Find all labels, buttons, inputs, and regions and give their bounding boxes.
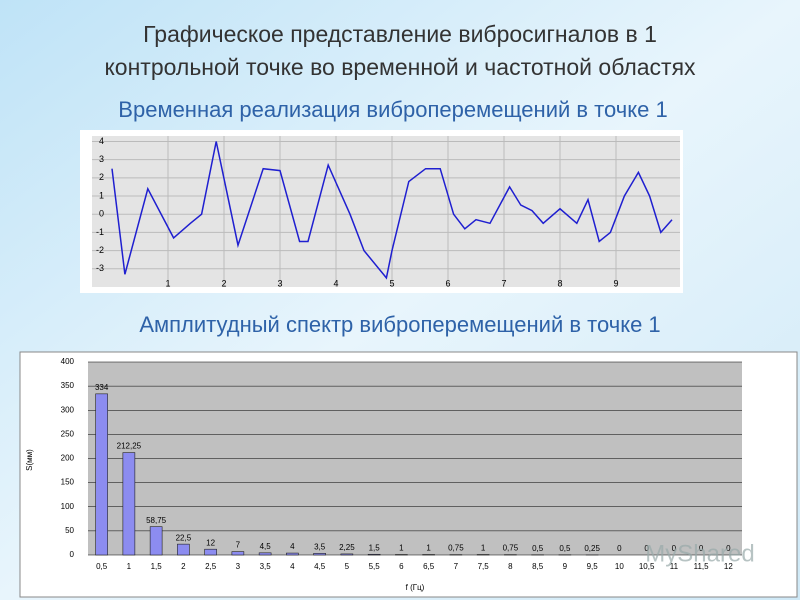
chart-title: Амплитудный спектр виброперемещений в то… xyxy=(139,312,660,337)
x-tick-label: 1,5 xyxy=(151,562,163,571)
y-tick-label: 4 xyxy=(99,136,104,146)
value-label: 22,5 xyxy=(176,533,192,542)
value-label: 0,5 xyxy=(532,544,544,553)
value-label: 2,25 xyxy=(339,543,355,552)
bar xyxy=(205,549,217,555)
value-label: 1,5 xyxy=(369,543,381,552)
y-tick-label: 3 xyxy=(99,154,104,164)
y-tick-label: 2 xyxy=(99,172,104,182)
x-tick-label: 1 xyxy=(127,562,132,571)
y-tick-label: 300 xyxy=(61,405,75,414)
value-label: 1 xyxy=(426,544,431,553)
x-tick-label: 6,5 xyxy=(423,562,435,571)
x-tick-label: 6 xyxy=(445,278,450,288)
y-tick-label: 150 xyxy=(61,478,75,487)
x-tick-label: 10 xyxy=(615,562,624,571)
y-tick-label: 0 xyxy=(70,550,75,559)
value-label: 4 xyxy=(290,542,295,551)
x-tick-label: 8,5 xyxy=(532,562,544,571)
x-tick-label: 5 xyxy=(389,278,394,288)
value-label: 1 xyxy=(399,544,404,553)
chart-title: Временная реализация виброперемещений в … xyxy=(118,97,667,122)
x-tick-label: 7 xyxy=(454,562,459,571)
x-tick-label: 5 xyxy=(345,562,350,571)
slide-title: контрольной точке во временной и частотн… xyxy=(104,54,696,80)
value-label: 1 xyxy=(481,544,486,553)
x-tick-label: 4 xyxy=(290,562,295,571)
value-label: 334 xyxy=(95,383,109,392)
value-label: 0,5 xyxy=(559,544,571,553)
x-tick-label: 4,5 xyxy=(314,562,326,571)
slide-title: Графическое представление вибросигналов … xyxy=(143,21,657,47)
x-tick-label: 6 xyxy=(399,562,404,571)
y-tick-label: 100 xyxy=(61,502,75,511)
bar xyxy=(232,552,244,555)
value-label: 212,25 xyxy=(117,442,142,451)
value-label: 7 xyxy=(236,541,241,550)
x-tick-label: 7,5 xyxy=(478,562,490,571)
value-label: 3,5 xyxy=(314,542,326,551)
value-label: 0 xyxy=(617,544,622,553)
value-label: 4,5 xyxy=(260,542,272,551)
x-tick-label: 3 xyxy=(236,562,241,571)
y-tick-label: -1 xyxy=(96,227,104,237)
bar xyxy=(150,527,162,555)
bar xyxy=(286,553,298,555)
y-tick-label: 200 xyxy=(61,454,75,463)
x-axis-label: f (Гц) xyxy=(406,583,425,592)
value-label: 0,75 xyxy=(503,544,519,553)
x-tick-label: 8 xyxy=(557,278,562,288)
x-tick-label: 0,5 xyxy=(96,562,108,571)
x-tick-label: 9 xyxy=(563,562,568,571)
bar xyxy=(123,453,135,555)
bar xyxy=(314,553,326,555)
y-tick-label: 350 xyxy=(61,381,75,390)
bar xyxy=(341,554,353,555)
value-label: 0,25 xyxy=(584,544,600,553)
x-tick-label: 3 xyxy=(277,278,282,288)
x-tick-label: 4 xyxy=(333,278,338,288)
x-tick-label: 2 xyxy=(181,562,186,571)
x-tick-label: 7 xyxy=(501,278,506,288)
x-tick-label: 2,5 xyxy=(205,562,217,571)
y-tick-label: -3 xyxy=(96,263,104,273)
bar xyxy=(96,394,108,555)
y-axis-label: S(мм) xyxy=(25,449,34,471)
x-tick-label: 9,5 xyxy=(587,562,599,571)
value-label: 58,75 xyxy=(146,516,167,525)
y-tick-label: 250 xyxy=(61,429,75,438)
bar xyxy=(177,544,189,555)
x-tick-label: 5,5 xyxy=(369,562,381,571)
y-tick-label: 50 xyxy=(65,526,74,535)
bar xyxy=(259,553,271,555)
y-tick-label: 0 xyxy=(99,209,104,219)
bar xyxy=(368,554,380,555)
y-tick-label: 400 xyxy=(61,357,75,366)
x-tick-label: 3,5 xyxy=(260,562,272,571)
x-tick-label: 2 xyxy=(221,278,226,288)
y-tick-label: 1 xyxy=(99,190,104,200)
x-tick-label: 1 xyxy=(165,278,170,288)
x-tick-label: 8 xyxy=(508,562,513,571)
x-tick-label: 9 xyxy=(613,278,618,288)
watermark: MyShared xyxy=(645,540,754,567)
value-label: 12 xyxy=(206,538,215,547)
y-tick-label: -2 xyxy=(96,245,104,255)
value-label: 0,75 xyxy=(448,544,464,553)
